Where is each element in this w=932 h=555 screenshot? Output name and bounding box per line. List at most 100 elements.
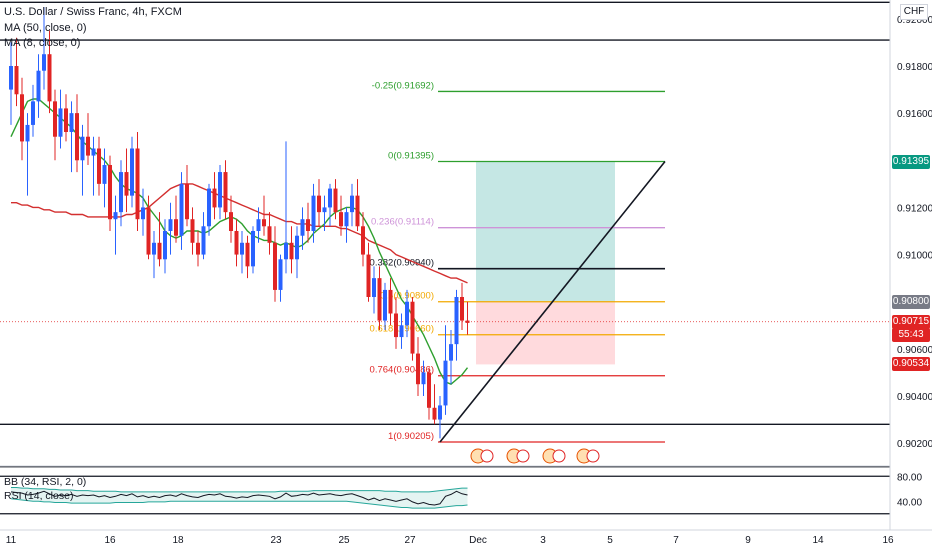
candle-body xyxy=(344,212,349,227)
candle xyxy=(9,42,13,125)
price-tick-label: 0.90400 xyxy=(897,392,932,403)
candle xyxy=(421,360,426,396)
candle-body xyxy=(135,148,140,220)
candle-body xyxy=(240,242,244,255)
candle xyxy=(152,231,156,279)
time-tick-label: 27 xyxy=(404,535,416,546)
ma50-legend[interactable]: MA (50, close, 0) xyxy=(4,22,87,34)
time-tick-label: Dec xyxy=(469,535,487,546)
candle xyxy=(179,172,184,250)
candle xyxy=(394,297,398,349)
candle-body xyxy=(432,407,437,420)
candle xyxy=(317,179,321,227)
candle xyxy=(212,172,217,220)
bb-lower-line xyxy=(10,498,468,509)
candle xyxy=(355,179,360,231)
symbol-title[interactable]: U.S. Dollar / Swiss Franc, 4h, FXCM xyxy=(4,6,182,18)
bb-legend[interactable]: BB (34, RSI, 2, 0) xyxy=(4,476,87,488)
candle xyxy=(432,384,437,425)
candle-body xyxy=(42,54,46,71)
candle xyxy=(185,165,189,227)
candle-body xyxy=(300,219,305,236)
candle xyxy=(207,183,211,236)
flag-icon xyxy=(516,449,530,463)
candle xyxy=(295,226,299,279)
candle-body xyxy=(383,289,387,321)
fib-level-label: 0(0.91395) xyxy=(388,150,434,161)
candle-body xyxy=(394,313,398,338)
candle-body xyxy=(251,231,255,267)
candle-body xyxy=(9,66,13,90)
candle-body xyxy=(245,242,250,267)
economic-event-marker xyxy=(506,448,530,464)
fib-level-label: 1(0.90205) xyxy=(388,431,434,442)
candle-body xyxy=(31,101,35,125)
candle-body xyxy=(86,136,90,156)
candle-body xyxy=(141,207,145,220)
ma8-line xyxy=(10,98,469,386)
candle xyxy=(449,330,453,385)
candle-body xyxy=(256,219,261,231)
candle-body xyxy=(416,353,420,385)
flag-icon xyxy=(552,449,566,463)
candle-body xyxy=(146,207,151,255)
candle-body xyxy=(306,219,310,231)
rsi-tick-label: 40.00 xyxy=(897,497,922,508)
candle-body xyxy=(460,297,464,321)
time-tick-label: 16 xyxy=(104,535,116,546)
candle xyxy=(130,136,134,208)
candle xyxy=(289,226,294,274)
candle xyxy=(322,195,327,231)
time-tick-label: 16 xyxy=(882,535,894,546)
candle xyxy=(25,113,30,196)
candle xyxy=(454,289,459,361)
candle xyxy=(42,7,46,90)
candle xyxy=(113,195,118,255)
time-tick-label: 3 xyxy=(540,535,546,546)
candle xyxy=(86,113,90,165)
price-tick-label: 0.91800 xyxy=(897,62,932,73)
candle xyxy=(465,301,470,335)
candle xyxy=(47,30,52,114)
candle xyxy=(333,179,338,220)
candle xyxy=(311,183,316,243)
candle-body xyxy=(20,94,24,142)
candle-body xyxy=(58,108,63,137)
price-tick-label: 0.92000 xyxy=(897,15,932,26)
candle xyxy=(218,165,222,220)
candle-body xyxy=(438,405,442,420)
candle xyxy=(102,148,107,208)
price-tick-label: 0.90600 xyxy=(897,345,932,356)
candle xyxy=(97,136,101,196)
candle-body xyxy=(427,372,431,408)
price-axis-badge: 0.90715 xyxy=(892,314,930,329)
candle xyxy=(284,141,288,274)
time-tick-label: 14 xyxy=(812,535,824,546)
candle-body xyxy=(64,108,68,132)
candle-body xyxy=(273,242,277,290)
candle-body xyxy=(196,242,200,255)
candle-body xyxy=(267,226,272,243)
rsi-line xyxy=(10,490,468,506)
currency-badge[interactable]: CHF xyxy=(900,4,928,20)
candle-body xyxy=(91,148,96,156)
time-tick-label: 25 xyxy=(338,535,350,546)
ma8-legend[interactable]: MA (8, close, 0) xyxy=(4,37,81,49)
economic-event-marker xyxy=(576,448,600,464)
rsi-legend[interactable]: RSI (14, close) xyxy=(4,490,74,502)
fib-level-label: 0.764(0.90486) xyxy=(370,365,434,376)
candle-body xyxy=(223,172,228,213)
candle-body xyxy=(449,344,453,361)
rsi-tick-label: 80.00 xyxy=(897,472,922,483)
candle-body xyxy=(350,195,354,213)
candle xyxy=(245,235,250,279)
candle-body xyxy=(157,242,162,260)
candle xyxy=(383,282,387,330)
candle-body xyxy=(317,195,321,213)
candle-body xyxy=(454,297,459,345)
flag-icon xyxy=(480,449,494,463)
fib-level-label: 0.236(0.91114) xyxy=(371,217,434,228)
candle-body xyxy=(108,165,112,220)
